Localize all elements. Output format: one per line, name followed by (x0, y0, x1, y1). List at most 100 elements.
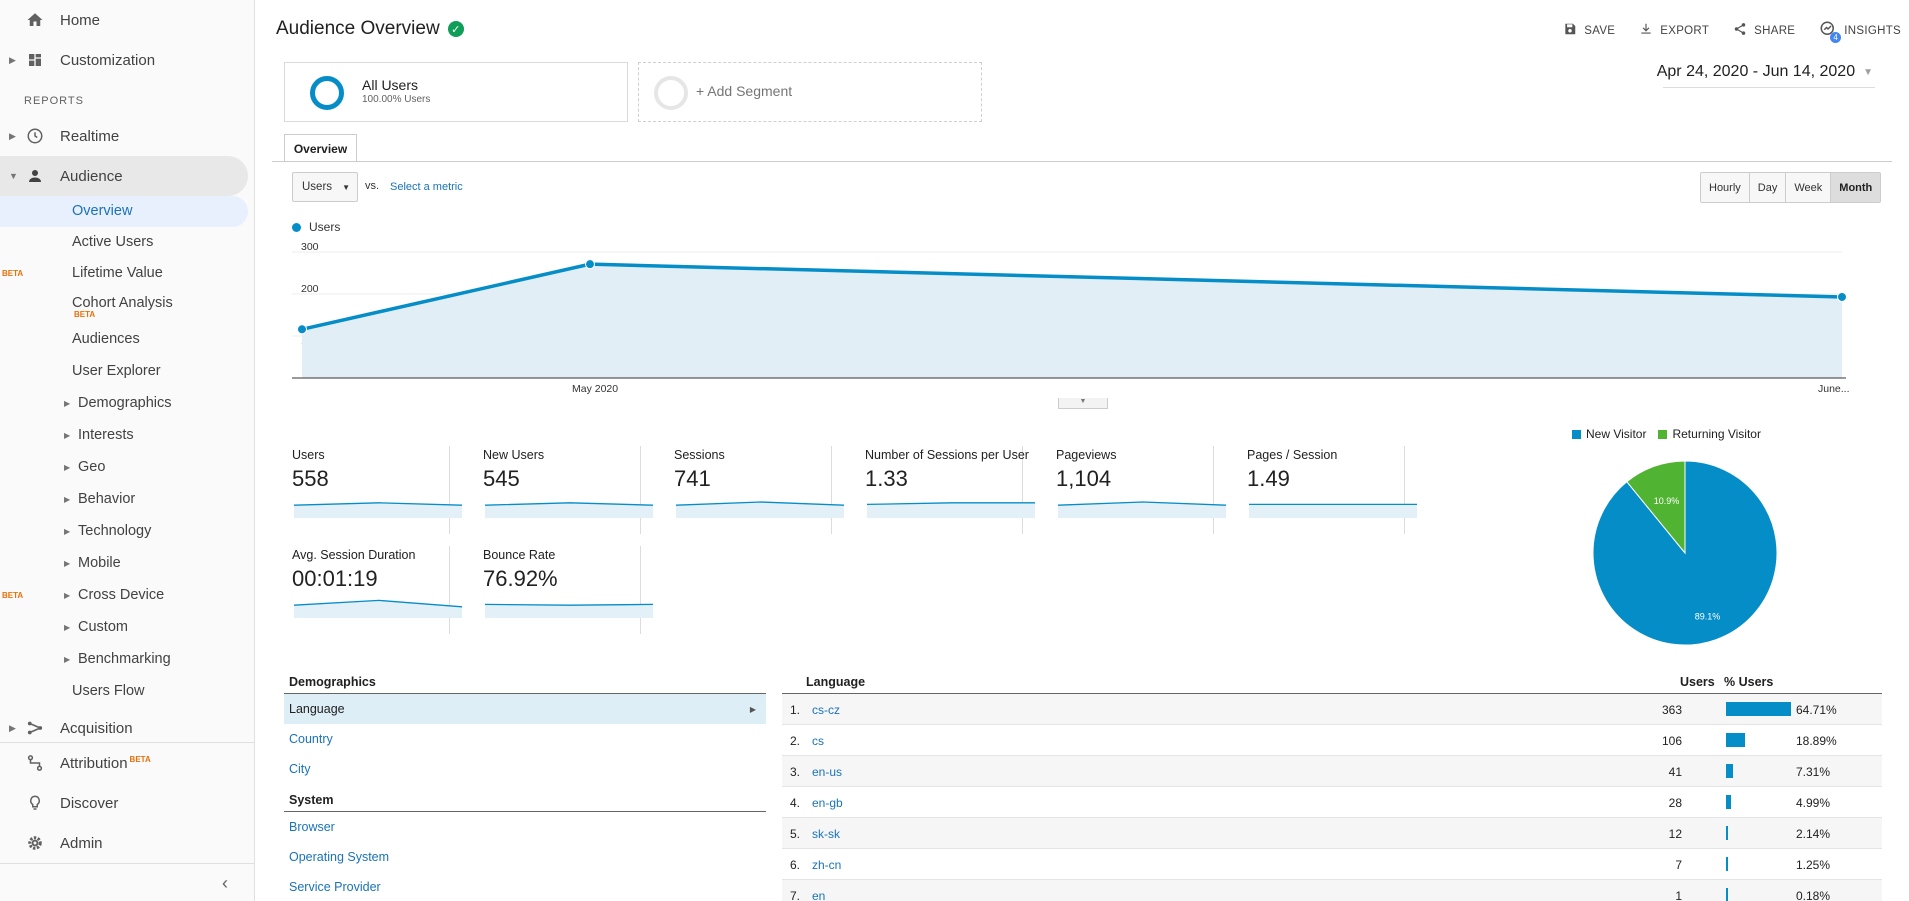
kpi-card[interactable]: Pages / Session 1.49 (1247, 446, 1417, 534)
insights-icon: 4 (1819, 20, 1842, 43)
share-button[interactable]: SHARE (1733, 22, 1795, 39)
expand-icon: ▶ (64, 558, 71, 568)
sidebar-item-geo[interactable]: ▶ Geo (0, 452, 248, 482)
granularity-hourly[interactable]: Hourly (1701, 173, 1750, 202)
save-icon (1563, 22, 1577, 39)
row-rank: 6. (790, 858, 801, 872)
nav-home[interactable]: Home (0, 0, 250, 40)
nav-acquisition[interactable]: ▶ Acquisition (0, 708, 250, 748)
kpi-card[interactable]: New Users 545 (483, 446, 654, 534)
col-pct-users: % Users (1724, 675, 1774, 689)
sidebar-item-demographics[interactable]: ▶ Demographics (0, 388, 248, 418)
kpi-card[interactable]: Number of Sessions per User 1.33 (865, 446, 1035, 534)
pie-slice-label: 89.1% (1695, 611, 1721, 621)
data-point[interactable] (1837, 291, 1847, 302)
add-segment-button[interactable]: + Add Segment (638, 62, 982, 122)
language-link[interactable]: cs-cz (812, 703, 840, 717)
nav-discover[interactable]: Discover (0, 783, 250, 823)
kpi-card[interactable]: Avg. Session Duration 00:01:19 (292, 546, 463, 634)
kpi-label: Pageviews (1056, 448, 1117, 462)
insights-button[interactable]: 4 INSIGHTS (1819, 20, 1901, 43)
pie-slice[interactable] (1626, 460, 1686, 555)
sidebar-item-label: Active Users (72, 234, 154, 250)
pct-bar (1726, 826, 1729, 840)
demographics-item-city[interactable]: City (289, 762, 311, 776)
metric-dropdown[interactable]: Users ▼ (292, 172, 358, 202)
kpi-card[interactable]: Bounce Rate 76.92% (483, 546, 654, 634)
nav-discover-label: Discover (60, 794, 119, 812)
language-link[interactable]: en-us (812, 765, 843, 779)
acquisition-icon (24, 717, 46, 739)
collapse-icon: ▼ (9, 171, 18, 181)
sidebar-item-technology[interactable]: ▶ Technology (0, 516, 248, 546)
sidebar-item-users-flow[interactable]: Users Flow (0, 676, 248, 706)
nav-attribution[interactable]: Attribution BETA (0, 743, 250, 783)
share-icon (1733, 22, 1747, 39)
pct-bar (1726, 888, 1728, 901)
sidebar-item-mobile[interactable]: ▶ Mobile (0, 548, 248, 578)
sidebar-item-benchmarking[interactable]: ▶ Benchmarking (0, 644, 248, 674)
table-row: 2. cs 106 18.89% (782, 725, 1882, 756)
language-link[interactable]: en-gb (812, 796, 843, 810)
granularity-month[interactable]: Month (1831, 173, 1881, 202)
page-title-text: Audience Overview (276, 18, 440, 39)
sidebar-item-interests[interactable]: ▶ Interests (0, 420, 248, 450)
row-pct: 4.99% (1796, 796, 1831, 810)
language-link[interactable]: zh-cn (812, 858, 842, 872)
export-button[interactable]: EXPORT (1639, 22, 1709, 39)
x-tick-label: June... (1818, 383, 1850, 395)
language-link[interactable]: sk-sk (812, 827, 840, 841)
demographics-item-country[interactable]: Country (289, 732, 333, 746)
language-link[interactable]: en (812, 889, 826, 901)
system-item-os[interactable]: Operating System (289, 850, 390, 864)
row-users: 363 (1661, 703, 1682, 717)
sidebar-item-user-explorer[interactable]: User Explorer (0, 356, 248, 386)
data-point[interactable] (585, 259, 595, 270)
sidebar-item-overview[interactable]: Overview (0, 196, 248, 226)
sidebar-item-active-users[interactable]: Active Users (0, 227, 248, 257)
sidebar-item-label: User Explorer (72, 363, 161, 379)
language-link[interactable]: cs (812, 734, 824, 748)
segment-all-users[interactable]: All Users 100.00% Users (284, 62, 628, 122)
expand-icon: ▶ (64, 526, 71, 536)
sparkline-area (485, 604, 653, 618)
nav-admin[interactable]: Admin (0, 823, 250, 863)
sidebar-item-custom[interactable]: ▶ Custom (0, 612, 248, 642)
collapse-sidebar-icon[interactable]: ‹ (222, 873, 228, 893)
nav-realtime[interactable]: ▶ Realtime (0, 116, 250, 156)
kpi-card[interactable]: Pageviews 1,104 (1056, 446, 1227, 534)
clock-icon (24, 125, 46, 147)
divider (0, 863, 254, 864)
row-users: 106 (1661, 734, 1682, 748)
sidebar-item-cross-device[interactable]: ▶ Cross Device BETA (0, 580, 248, 610)
lightbulb-icon (24, 792, 46, 814)
sidebar-item-label: Overview (72, 203, 133, 219)
select-metric-link[interactable]: Select a metric (390, 181, 463, 193)
row-rank: 2. (790, 734, 801, 748)
add-segment-label: + Add Segment (696, 83, 793, 99)
export-label: EXPORT (1660, 24, 1710, 37)
sidebar-item-behavior[interactable]: ▶ Behavior (0, 484, 248, 514)
sidebar-item-label: Interests (78, 427, 134, 443)
tab-overview[interactable]: Overview (284, 134, 357, 162)
row-users: 1 (1675, 889, 1682, 901)
sparkline-area (867, 502, 1035, 518)
nav-customization[interactable]: ▶ Customization (0, 40, 250, 80)
nav-audience[interactable]: ▼ Audience (0, 156, 250, 196)
segment-percentage: 100.00% Users (362, 94, 431, 105)
sidebar-item-cohort-analysis[interactable]: Cohort Analysis BETA (0, 288, 248, 319)
expand-icon: ▶ (64, 590, 71, 600)
system-item-browser[interactable]: Browser (289, 820, 335, 834)
demographics-item-language[interactable]: Language ▶ (284, 694, 766, 724)
save-button[interactable]: SAVE (1563, 22, 1615, 39)
chart-resize-handle[interactable]: ▼ (1058, 398, 1108, 409)
kpi-card[interactable]: Sessions 741 (674, 446, 845, 534)
sidebar-item-lifetime-value[interactable]: Lifetime Value BETA (0, 258, 248, 288)
granularity-day[interactable]: Day (1749, 173, 1787, 202)
date-range-picker[interactable]: Apr 24, 2020 - Jun 14, 2020 ▼ (1657, 63, 1873, 81)
sidebar-item-audiences[interactable]: Audiences (0, 324, 248, 354)
kpi-card[interactable]: Users 558 (292, 446, 463, 534)
system-item-service-provider[interactable]: Service Provider (289, 880, 381, 894)
data-point[interactable] (297, 324, 307, 335)
granularity-week[interactable]: Week (1786, 173, 1832, 202)
